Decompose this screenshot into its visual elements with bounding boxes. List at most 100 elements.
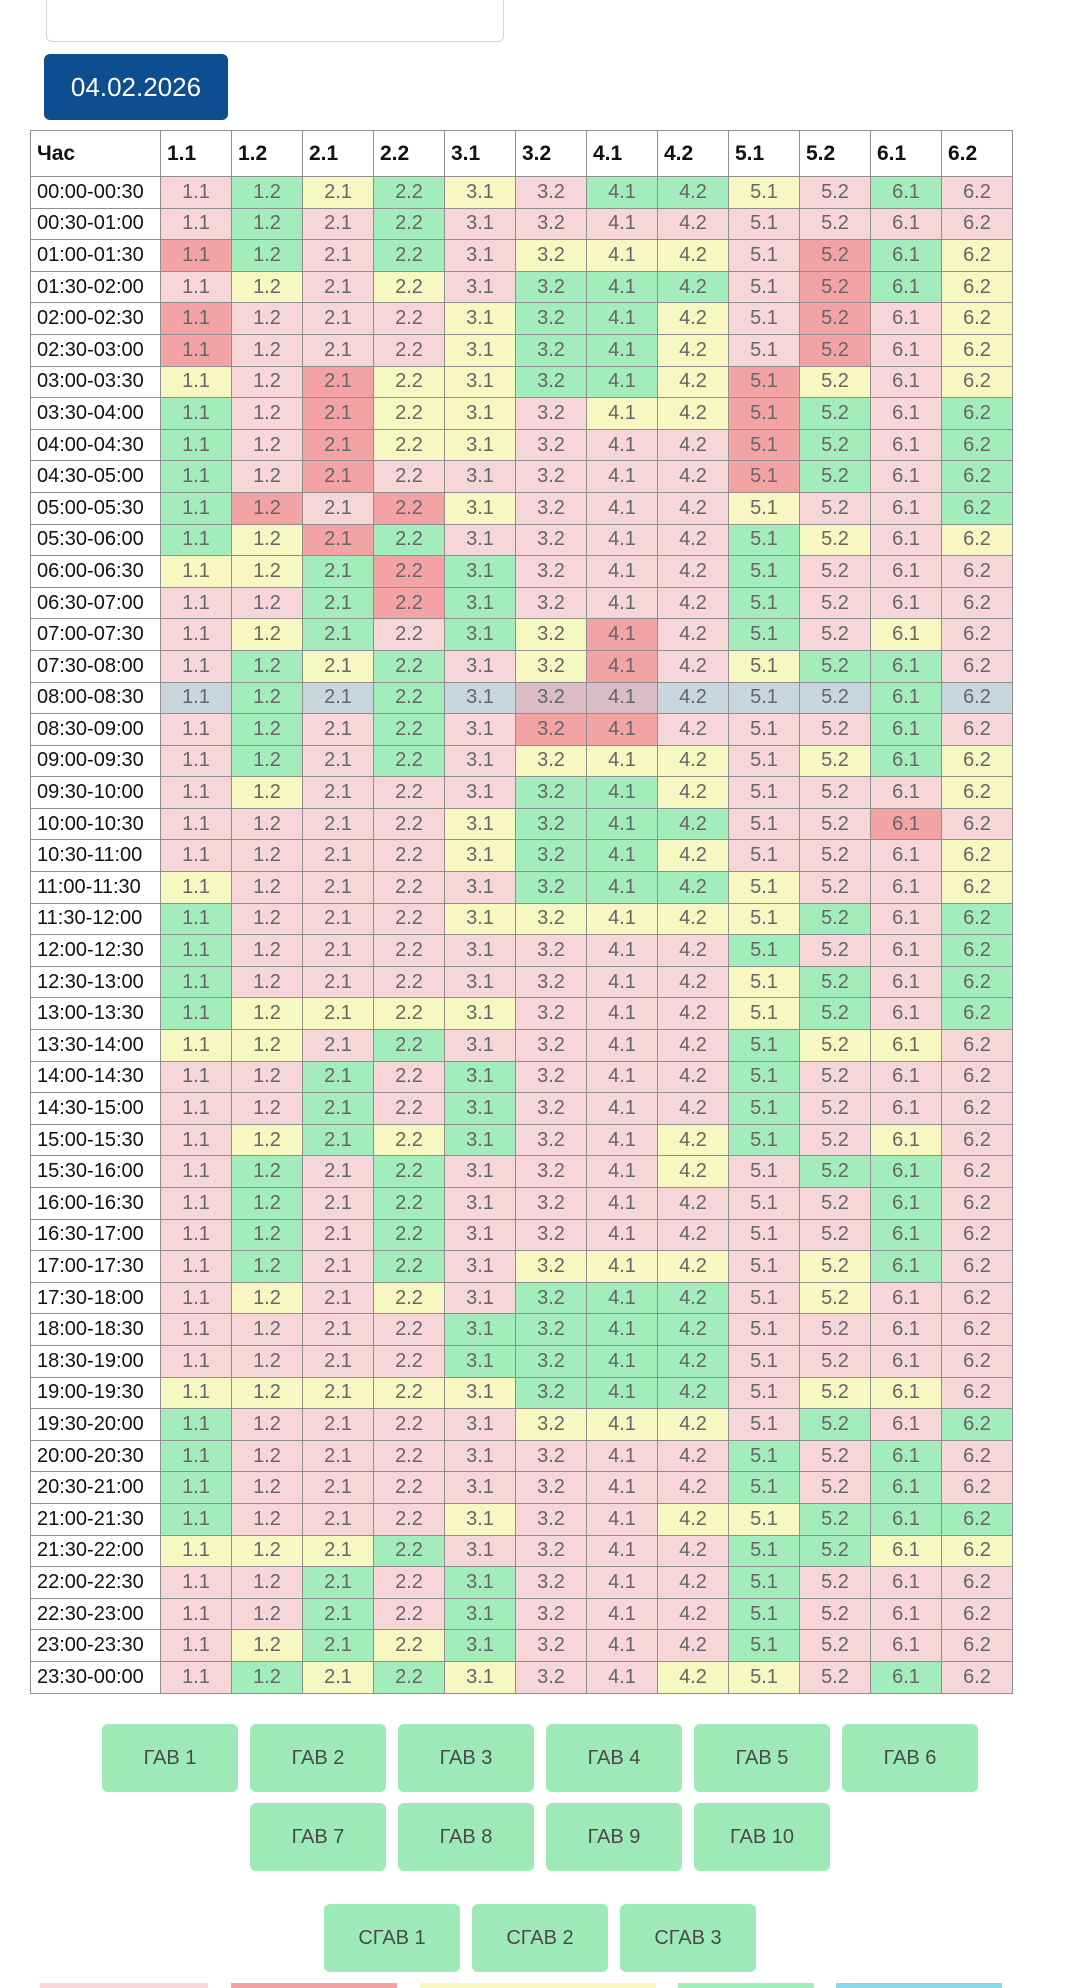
group-cell: 6.1 xyxy=(870,681,942,715)
group-cell: 3.2 xyxy=(515,428,587,462)
table-row: 11:00-11:30 1.1 1.2 2.1 2.2 3.1 3.2 4.1 4.2 5.1 5.… xyxy=(30,871,1013,904)
group-cell: 1.1 xyxy=(160,333,232,367)
group-cell: 1.2 xyxy=(231,1534,303,1568)
gav-1-button[interactable]: ГАВ 1 xyxy=(102,1724,238,1792)
gav-2-button[interactable]: ГАВ 2 xyxy=(250,1724,386,1792)
group-cell: 3.1 xyxy=(444,365,516,399)
group-cell: 6.1 xyxy=(870,207,942,241)
group-cell: 5.2 xyxy=(799,997,871,1031)
group-cell: 1.1 xyxy=(160,302,232,335)
group-cell: 5.2 xyxy=(799,713,871,746)
table-row: 04:00-04:30 1.1 1.2 2.1 2.2 3.1 3.2 4.1 4.2 5.1 5.… xyxy=(30,428,1013,462)
group-cell: 3.2 xyxy=(515,1344,587,1378)
group-cell: 5.1 xyxy=(728,776,800,809)
group-cell: 2.2 xyxy=(373,1187,445,1220)
group-cell: 1.2 xyxy=(231,586,303,620)
time-slot-cell: 17:00-17:30 xyxy=(30,1250,161,1283)
group-cell: 3.1 xyxy=(444,1060,516,1094)
sgav-1-button[interactable]: СГАВ 1 xyxy=(324,1904,460,1972)
group-cell: 4.1 xyxy=(586,491,658,525)
search-input[interactable] xyxy=(46,0,504,42)
sgav-2-button[interactable]: СГАВ 2 xyxy=(472,1904,608,1972)
gav-4-button[interactable]: ГАВ 4 xyxy=(546,1724,682,1792)
gav-row2-1-button[interactable]: ГАВ 7 xyxy=(250,1803,386,1871)
group-cell: 6.1 xyxy=(870,934,942,967)
time-slot-cell: 05:30-06:00 xyxy=(30,523,161,557)
group-cell: 5.1 xyxy=(728,839,800,873)
group-cell: 4.1 xyxy=(586,1502,658,1536)
group-cell: 4.2 xyxy=(657,681,729,715)
group-cell: 6.2 xyxy=(941,207,1013,241)
group-cell: 6.2 xyxy=(941,1660,1013,1694)
group-cell: 3.1 xyxy=(444,649,516,683)
column-header-4-1: 4.1 xyxy=(586,130,658,177)
group-cell: 1.2 xyxy=(231,460,303,493)
group-cell: 4.1 xyxy=(586,1660,658,1694)
group-cell: 3.2 xyxy=(515,491,587,525)
group-cell: 4.1 xyxy=(586,1218,658,1252)
group-cell: 6.1 xyxy=(870,1313,942,1346)
group-cell: 1.1 xyxy=(160,1597,232,1631)
legend-swatch xyxy=(420,1983,656,1988)
time-slot-cell: 04:00-04:30 xyxy=(30,428,161,462)
group-cell: 5.2 xyxy=(799,428,871,462)
table-row: 17:00-17:30 1.1 1.2 2.1 2.2 3.1 3.2 4.1 4.2 5.1 5.… xyxy=(30,1250,1013,1283)
group-cell: 4.1 xyxy=(586,1029,658,1062)
group-cell: 1.1 xyxy=(160,1376,232,1410)
group-cell: 1.1 xyxy=(160,460,232,493)
group-cell: 6.2 xyxy=(941,1092,1013,1125)
group-cell: 4.1 xyxy=(586,997,658,1031)
group-cell: 3.1 xyxy=(444,839,516,873)
group-cell: 6.2 xyxy=(941,997,1013,1031)
group-cell: 4.1 xyxy=(586,1566,658,1599)
group-cell: 2.2 xyxy=(373,176,445,209)
group-cell: 3.1 xyxy=(444,776,516,809)
group-cell: 2.2 xyxy=(373,1660,445,1694)
sgav-3-button[interactable]: СГАВ 3 xyxy=(620,1904,756,1972)
group-cell: 3.2 xyxy=(515,1187,587,1220)
table-row: 11:30-12:00 1.1 1.2 2.1 2.2 3.1 3.2 4.1 4.2 5.1 5.… xyxy=(30,902,1013,936)
group-cell: 5.2 xyxy=(799,302,871,335)
group-cell: 6.1 xyxy=(870,270,942,304)
gav-5-button[interactable]: ГАВ 5 xyxy=(694,1724,830,1792)
group-cell: 4.2 xyxy=(657,1123,729,1157)
group-cell: 3.1 xyxy=(444,1439,516,1473)
group-cell: 1.1 xyxy=(160,1250,232,1283)
group-cell: 2.1 xyxy=(302,1471,374,1504)
table-row: 13:30-14:00 1.1 1.2 2.1 2.2 3.1 3.2 4.1 4.2 5.1 5.… xyxy=(30,1029,1013,1062)
group-cell: 4.1 xyxy=(586,1534,658,1568)
group-cell: 5.1 xyxy=(728,270,800,304)
group-cell: 5.2 xyxy=(799,776,871,809)
group-cell: 3.1 xyxy=(444,902,516,936)
group-cell: 6.2 xyxy=(941,586,1013,620)
group-cell: 6.1 xyxy=(870,1534,942,1568)
table-header-row: Час 1.1 1.2 2.1 2.2 3.1 3.2 4.1 4.2 5.1 5.2 6.1 6.2 xyxy=(30,130,1013,177)
group-cell: 6.1 xyxy=(870,871,942,904)
legend-swatch xyxy=(40,1983,208,1988)
group-cell: 5.2 xyxy=(799,1123,871,1157)
gav-row2-2-button[interactable]: ГАВ 8 xyxy=(398,1803,534,1871)
gav-row2-4-button[interactable]: ГАВ 10 xyxy=(694,1803,830,1871)
group-cell: 6.1 xyxy=(870,586,942,620)
group-cell: 2.1 xyxy=(302,523,374,557)
time-slot-cell: 12:30-13:00 xyxy=(30,965,161,999)
group-cell: 3.1 xyxy=(444,460,516,493)
table-row: 01:00-01:30 1.1 1.2 2.1 2.2 3.1 3.2 4.1 4.2 5.1 5.… xyxy=(30,239,1013,272)
group-cell: 6.2 xyxy=(941,1250,1013,1283)
group-cell: 3.1 xyxy=(444,1502,516,1536)
group-cell: 4.1 xyxy=(586,523,658,557)
group-cell: 1.2 xyxy=(231,1123,303,1157)
time-slot-cell: 19:30-20:00 xyxy=(30,1408,161,1441)
group-cell: 5.2 xyxy=(799,1344,871,1378)
table-row: 12:00-12:30 1.1 1.2 2.1 2.2 3.1 3.2 4.1 4.2 5.1 5.… xyxy=(30,934,1013,967)
gav-row2-3-button[interactable]: ГАВ 9 xyxy=(546,1803,682,1871)
group-cell: 6.1 xyxy=(870,1408,942,1441)
table-row: 04:30-05:00 1.1 1.2 2.1 2.2 3.1 3.2 4.1 4.2 5.1 5.… xyxy=(30,460,1013,493)
group-cell: 4.1 xyxy=(586,207,658,241)
gav-3-button[interactable]: ГАВ 3 xyxy=(398,1724,534,1792)
gav-6-button[interactable]: ГАВ 6 xyxy=(842,1724,978,1792)
group-cell: 6.2 xyxy=(941,1597,1013,1631)
group-cell: 6.1 xyxy=(870,744,942,778)
column-header-2-1: 2.1 xyxy=(302,130,374,177)
date-picker-button[interactable]: 04.02.2026 xyxy=(44,54,228,120)
